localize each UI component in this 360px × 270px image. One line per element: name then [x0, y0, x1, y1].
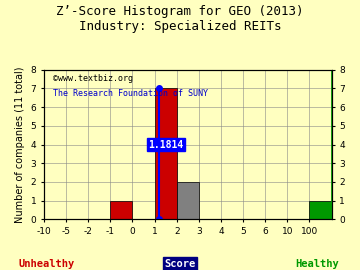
Bar: [310, 201, 332, 220]
Text: ©www.textbiz.org: ©www.textbiz.org: [53, 74, 132, 83]
Text: Unhealthy: Unhealthy: [19, 259, 75, 269]
Text: Healthy: Healthy: [295, 259, 339, 269]
Text: Score: Score: [165, 259, 195, 269]
Y-axis label: Number of companies (11 total): Number of companies (11 total): [15, 66, 25, 223]
Text: Z’-Score Histogram for GEO (2013)
Industry: Specialized REITs: Z’-Score Histogram for GEO (2013) Indust…: [56, 5, 304, 33]
Bar: [154, 88, 177, 220]
Text: The Research Foundation of SUNY: The Research Foundation of SUNY: [53, 89, 208, 98]
Bar: [110, 201, 132, 220]
Bar: [177, 182, 199, 220]
Text: 1.1814: 1.1814: [148, 140, 183, 150]
